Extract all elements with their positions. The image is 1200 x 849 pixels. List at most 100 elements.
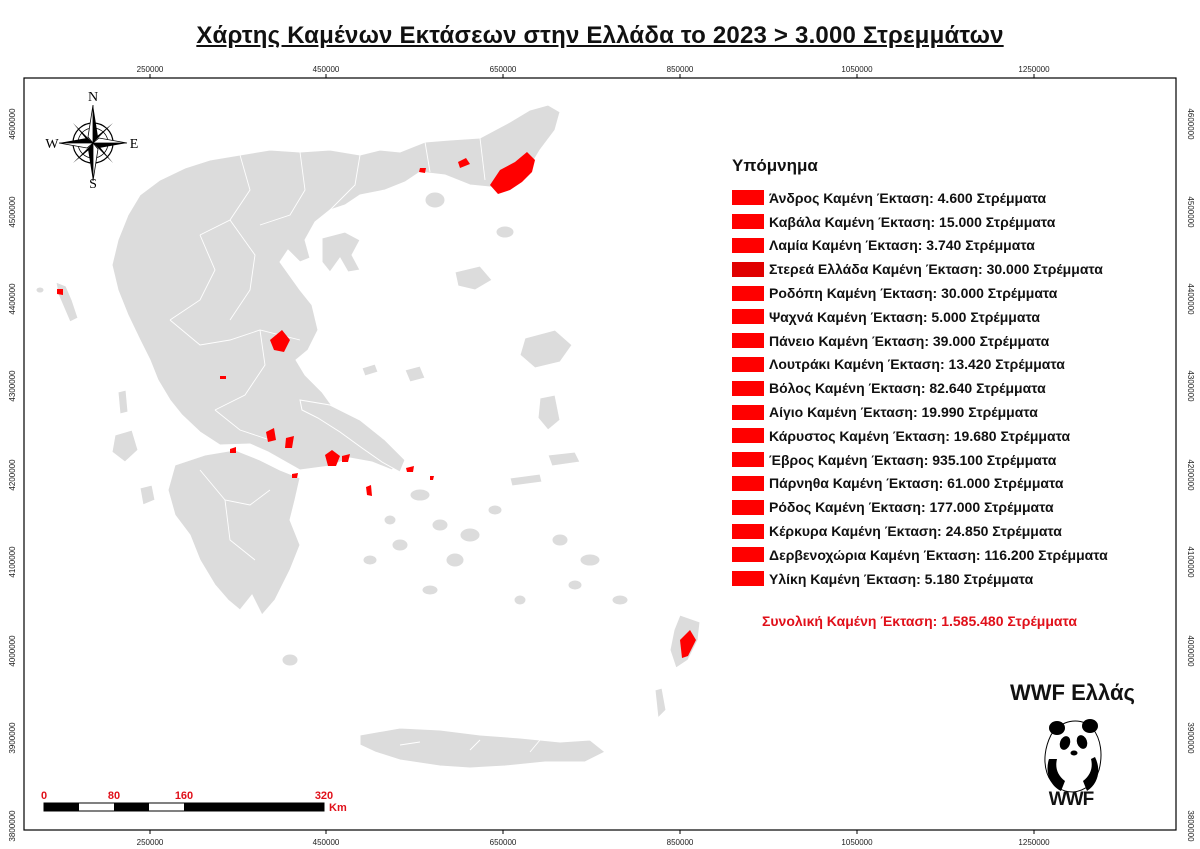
y-tick-left: 4600000 (8, 108, 17, 140)
legend-item: Στερεά Ελλάδα Καμένη Έκταση: 30.000 Στρέ… (732, 257, 1172, 281)
scale-unit: Km (329, 802, 347, 814)
x-tick-top: 1250000 (1018, 65, 1050, 74)
legend-swatch (732, 380, 764, 396)
legend-swatch (732, 333, 764, 349)
x-tick-top: 850000 (667, 65, 694, 74)
legend-item: Λαμία Καμένη Έκταση: 3.740 Στρέμματα (732, 234, 1172, 258)
crete (359, 727, 606, 769)
compass-rose-icon: N E S W (45, 90, 138, 192)
burned-aigio (230, 447, 236, 453)
legend-item: Έβρος Καμένη Έκταση: 935.100 Στρέμματα (732, 448, 1172, 472)
corfu (55, 281, 79, 323)
y-tick-right: 3800000 (1186, 810, 1195, 842)
legend-label: Κέρκυρα Καμένη Έκταση: 24.850 Στρέμματα (769, 523, 1062, 540)
y-tick-left: 3900000 (8, 722, 17, 754)
burned-lamia (220, 376, 226, 379)
compass-n: N (88, 90, 98, 105)
legend-swatch (732, 571, 764, 587)
y-tick-right: 4600000 (1186, 108, 1195, 140)
y-tick-right: 3900000 (1186, 722, 1195, 754)
burned-attica (325, 450, 340, 466)
legend-swatch (732, 190, 764, 206)
burned-loutraki (292, 473, 298, 478)
legend-label: Αίγιο Καμένη Έκταση: 19.990 Στρέμματα (769, 404, 1038, 421)
legend-item: Υλίκη Καμένη Έκταση: 5.180 Στρέμματα (732, 567, 1172, 591)
y-tick-right: 4000000 (1186, 635, 1195, 667)
legend-swatch (732, 214, 764, 230)
legend-swatch (732, 428, 764, 444)
y-tick-left: 4100000 (8, 546, 17, 578)
x-tick-top: 650000 (490, 65, 517, 74)
legend-item: Άνδρος Καμένη Έκταση: 4.600 Στρέμματα (732, 186, 1172, 210)
y-tick-left: 4400000 (8, 283, 17, 315)
y-tick-left: 4300000 (8, 370, 17, 402)
legend-swatch (732, 404, 764, 420)
y-tick-right: 4500000 (1186, 196, 1195, 228)
legend-item: Λουτράκι Καμένη Έκταση: 13.420 Στρέμματα (732, 353, 1172, 377)
scale-label: 160 (175, 790, 193, 802)
legend-label: Πάρνηθα Καμένη Έκταση: 61.000 Στρέμματα (769, 475, 1064, 492)
legend-swatch (732, 523, 764, 539)
legend-swatch (732, 452, 764, 468)
brand-name: WWF Ελλάς (1010, 680, 1135, 705)
x-tick-bottom: 1050000 (841, 838, 873, 847)
legend-swatch (732, 237, 764, 253)
region-borders (169, 137, 541, 753)
y-tick-left: 4500000 (8, 196, 17, 228)
y-tick-right: 4100000 (1186, 546, 1195, 578)
compass-w: W (45, 137, 59, 152)
legend-item: Πάνειο Καμένη Έκταση: 39.000 Στρέμματα (732, 329, 1172, 353)
wwf-panda-logo: WWF (1035, 715, 1107, 810)
legend-label: Άνδρος Καμένη Έκταση: 4.600 Στρέμματα (769, 189, 1047, 206)
x-tick-bottom: 450000 (313, 838, 340, 847)
legend-item: Πάρνηθα Καμένη Έκταση: 61.000 Στρέμματα (732, 472, 1172, 496)
y-tick-left: 4000000 (8, 635, 17, 667)
compass-s: S (89, 177, 97, 192)
compass-e: E (130, 137, 139, 152)
legend-item: Αίγιο Καμένη Έκταση: 19.990 Στρέμματα (732, 400, 1172, 424)
legend-swatch (732, 475, 764, 491)
burned-areas (57, 152, 696, 658)
legend-item: Καβάλα Καμένη Έκταση: 15.000 Στρέμματα (732, 210, 1172, 234)
legend-swatch (732, 499, 764, 515)
legend-label: Πάνειο Καμένη Έκταση: 39.000 Στρέμματα (769, 332, 1050, 349)
legend: Υπόμνημα Άνδρος Καμένη Έκταση: 4.600 Στρ… (732, 156, 1172, 591)
chalkidiki (321, 231, 361, 273)
legend-label: Ψαχνά Καμένη Έκταση: 5.000 Στρέμματα (769, 308, 1040, 325)
wwf-logo-text: WWF (1048, 789, 1094, 810)
scale-label: 80 (108, 790, 120, 802)
legend-label: Κάρυστος Καμένη Έκταση: 19.680 Στρέμματα (769, 427, 1071, 444)
legend-label: Λαμία Καμένη Έκταση: 3.740 Στρέμματα (769, 237, 1035, 254)
legend-item: Δερβενοχώρια Καμένη Έκταση: 116.200 Στρέ… (732, 543, 1172, 567)
evia (299, 399, 406, 473)
peloponnese (167, 449, 301, 616)
legend-swatch (732, 547, 764, 563)
x-tick-bottom: 1250000 (1018, 838, 1050, 847)
legend-label: Λουτράκι Καμένη Έκταση: 13.420 Στρέμματα (769, 356, 1065, 373)
burned-andros (406, 466, 414, 472)
legend-item: Βόλος Καμένη Έκταση: 82.640 Στρέμματα (732, 376, 1172, 400)
legend-swatch (732, 309, 764, 325)
scale-label: 320 (315, 790, 333, 802)
legend-item: Ροδόπη Καμένη Έκταση: 30.000 Στρέμματα (732, 281, 1172, 305)
legend-label: Στερεά Ελλάδα Καμένη Έκταση: 30.000 Στρέ… (769, 261, 1103, 278)
legend-swatch (732, 356, 764, 372)
scale-bar: 0 80 160 320 Km (41, 790, 347, 814)
y-tick-left: 3800000 (8, 810, 17, 842)
legend-label: Ρόδος Καμένη Έκταση: 177.000 Στρέμματα (769, 499, 1054, 516)
legend-title: Υπόμνημα (732, 156, 818, 175)
panda-icon (1044, 719, 1102, 793)
burned-kavala (419, 168, 426, 173)
legend-item: Ψαχνά Καμένη Έκταση: 5.000 Στρέμματα (732, 305, 1172, 329)
y-tick-right: 4400000 (1186, 283, 1195, 315)
burned-rodopi (458, 158, 470, 168)
burned-sterea (266, 428, 276, 442)
x-tick-bottom: 850000 (667, 838, 694, 847)
total-burned-area: Συνολική Καμένη Έκταση: 1.585.480 Στρέμμ… (762, 613, 1077, 629)
y-tick-right: 4200000 (1186, 459, 1195, 491)
map-title: Χάρτης Καμένων Εκτάσεων στην Ελλάδα το 2… (196, 22, 1004, 49)
y-tick-right: 4300000 (1186, 370, 1195, 402)
burned-rhodes (680, 630, 696, 658)
legend-label: Βόλος Καμένη Έκταση: 82.640 Στρέμματα (769, 380, 1046, 397)
